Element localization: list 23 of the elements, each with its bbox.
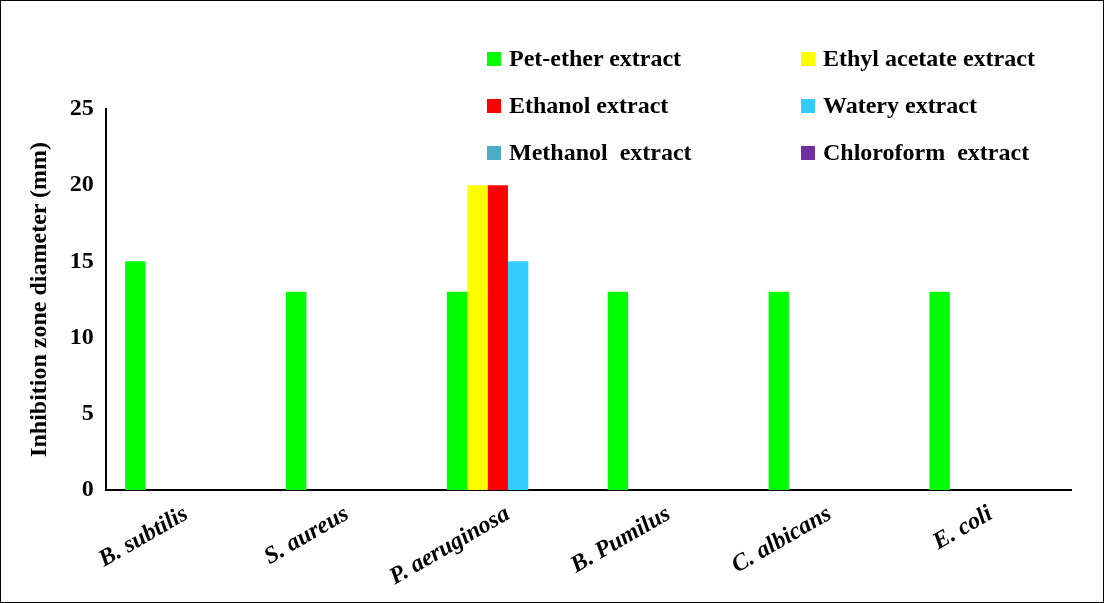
bar xyxy=(285,291,307,490)
bar xyxy=(768,291,789,490)
y-tick-label: 15 xyxy=(69,246,94,273)
y-tick-label: 25 xyxy=(69,94,94,121)
legend-label: Ethyl acetate extract xyxy=(822,45,1036,72)
bar xyxy=(487,185,508,490)
y-tick-label: 0 xyxy=(81,475,94,502)
bar xyxy=(507,261,529,490)
legend-label: Ethanol extract xyxy=(508,92,670,119)
y-tick-label: 5 xyxy=(81,398,94,425)
bar xyxy=(446,291,468,490)
y-axis-title: Inhibition zone diameter (mm) xyxy=(24,142,51,457)
legend-label: Chloroform extract xyxy=(822,139,1031,166)
bar xyxy=(607,291,629,490)
x-tick-label: E. coli xyxy=(926,499,997,555)
legend-label: Watery extract xyxy=(822,92,978,119)
y-tick-label: 20 xyxy=(69,170,94,197)
legend-label: Methanol extract xyxy=(508,139,693,166)
bar xyxy=(467,185,488,490)
bar xyxy=(125,261,146,490)
legend-label: Pet-ether extract xyxy=(508,45,683,72)
y-tick-label: 10 xyxy=(69,322,94,349)
bar xyxy=(929,291,950,490)
